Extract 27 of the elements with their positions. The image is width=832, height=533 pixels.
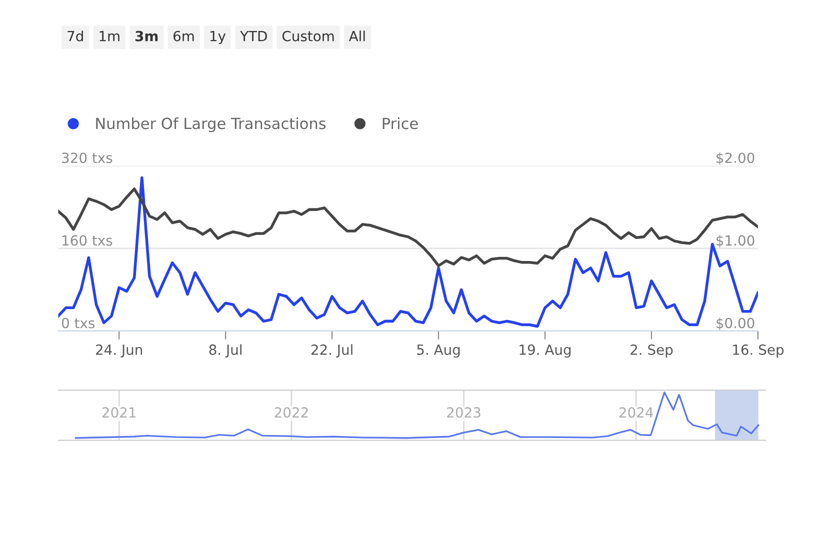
y2-tick-label: $2.00 <box>716 152 754 165</box>
text: All <box>348 30 365 42</box>
text: 1m <box>100 31 120 42</box>
text: Custom <box>282 30 334 42</box>
x-tick-label: 2021 <box>102 407 136 418</box>
x-tick-label: 24. Jun <box>96 344 142 358</box>
y2-tick-label: $0.00 <box>716 318 754 330</box>
y-tick-label: 0 txs <box>62 318 94 328</box>
text: 1y <box>210 31 226 44</box>
x-tick-label: 2023 <box>447 407 480 418</box>
x-tick-label: 22. Jul <box>311 344 352 358</box>
x-tick-label: 16. Sep <box>733 344 784 358</box>
x-tick-label: 2024 <box>619 407 653 418</box>
text: YTD <box>240 31 267 42</box>
legend-label: Price <box>382 117 418 130</box>
x-tick-label: 2022 <box>274 407 308 418</box>
y-tick-label: 160 txs <box>62 235 112 246</box>
text: 7d <box>68 30 83 42</box>
y2-tick-label: $1.00 <box>716 234 754 248</box>
text: 6m <box>174 30 194 42</box>
text: 3m <box>135 30 158 42</box>
x-tick-label: 8. Jul <box>209 344 242 358</box>
x-tick-label: 2. Sep <box>630 344 673 358</box>
x-tick-label: 19. Aug <box>520 344 571 358</box>
legend-label: Number Of Large Transactions <box>96 117 326 132</box>
y-tick-label: 320 txs <box>62 152 112 164</box>
x-tick-label: 5. Aug <box>417 344 460 358</box>
